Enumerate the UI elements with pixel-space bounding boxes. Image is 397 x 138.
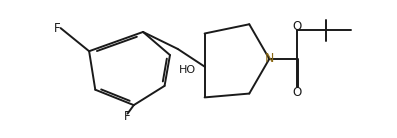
Text: F: F — [54, 22, 60, 35]
Text: O: O — [293, 86, 302, 99]
Text: HO: HO — [179, 65, 196, 75]
Text: F: F — [124, 110, 131, 123]
Text: O: O — [293, 20, 302, 33]
Text: N: N — [265, 52, 274, 65]
